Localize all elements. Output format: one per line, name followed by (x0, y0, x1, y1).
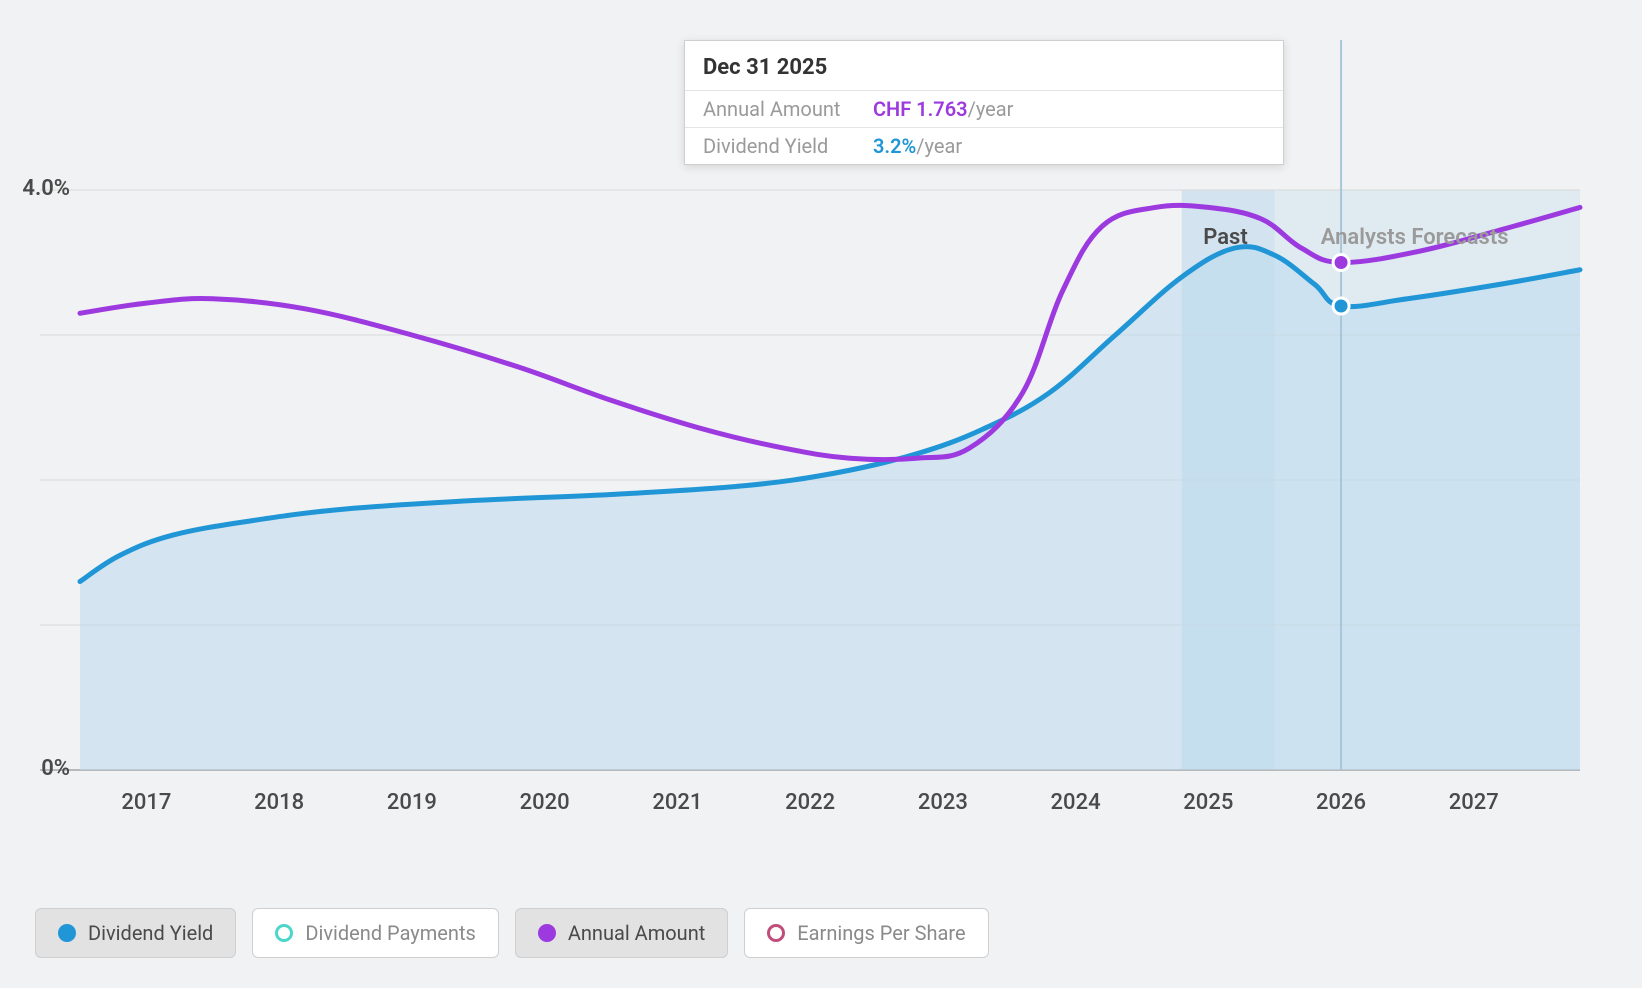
legend-item-dividend-yield[interactable]: Dividend Yield (35, 908, 236, 958)
legend-label: Dividend Payments (305, 921, 475, 945)
legend-swatch-icon (538, 924, 556, 942)
x-tick-2023: 2023 (918, 790, 968, 815)
tooltip-row-unit: /year (968, 97, 1014, 121)
legend-item-annual-amount[interactable]: Annual Amount (515, 908, 728, 958)
tooltip-row-label: Dividend Yield (703, 134, 873, 158)
tooltip-row-label: Annual Amount (703, 97, 873, 121)
x-tick-2020: 2020 (520, 790, 570, 815)
legend-item-dividend-payments[interactable]: Dividend Payments (252, 908, 498, 958)
legend-label: Dividend Yield (88, 921, 213, 945)
legend-swatch-icon (767, 924, 785, 942)
x-tick-2026: 2026 (1316, 790, 1366, 815)
dividend-chart: Dec 31 2025 Annual AmountCHF 1.763/yearD… (0, 0, 1642, 988)
tooltip-row-value: 3.2% (873, 134, 916, 158)
chart-legend: Dividend Yield Dividend Payments Annual Am… (35, 908, 989, 958)
tooltip-row-value: CHF 1.763 (873, 97, 968, 121)
legend-swatch-icon (58, 924, 76, 942)
past-label: Past (1203, 225, 1248, 250)
forecast-label: Analysts Forecasts (1321, 225, 1509, 250)
x-tick-2021: 2021 (652, 790, 702, 815)
x-tick-2025: 2025 (1183, 790, 1233, 815)
x-tick-2022: 2022 (785, 790, 835, 815)
x-tick-2018: 2018 (254, 790, 304, 815)
y-tick-top: 4.0% (0, 176, 70, 201)
legend-label: Earnings Per Share (797, 921, 965, 945)
x-tick-2019: 2019 (387, 790, 437, 815)
tooltip-date: Dec 31 2025 (685, 41, 1283, 90)
x-tick-2017: 2017 (121, 790, 171, 815)
legend-swatch-icon (275, 924, 293, 942)
tooltip-row-unit: /year (916, 134, 962, 158)
legend-item-earnings-per-share[interactable]: Earnings Per Share (744, 908, 988, 958)
y-tick-bottom: 0% (0, 756, 70, 781)
tooltip-row-1: Dividend Yield3.2%/year (685, 127, 1283, 164)
x-tick-2027: 2027 (1449, 790, 1499, 815)
tooltip-row-0: Annual AmountCHF 1.763/year (685, 90, 1283, 127)
hover-tooltip: Dec 31 2025 Annual AmountCHF 1.763/yearD… (684, 40, 1284, 165)
legend-label: Annual Amount (568, 921, 705, 945)
x-tick-2024: 2024 (1051, 790, 1101, 815)
